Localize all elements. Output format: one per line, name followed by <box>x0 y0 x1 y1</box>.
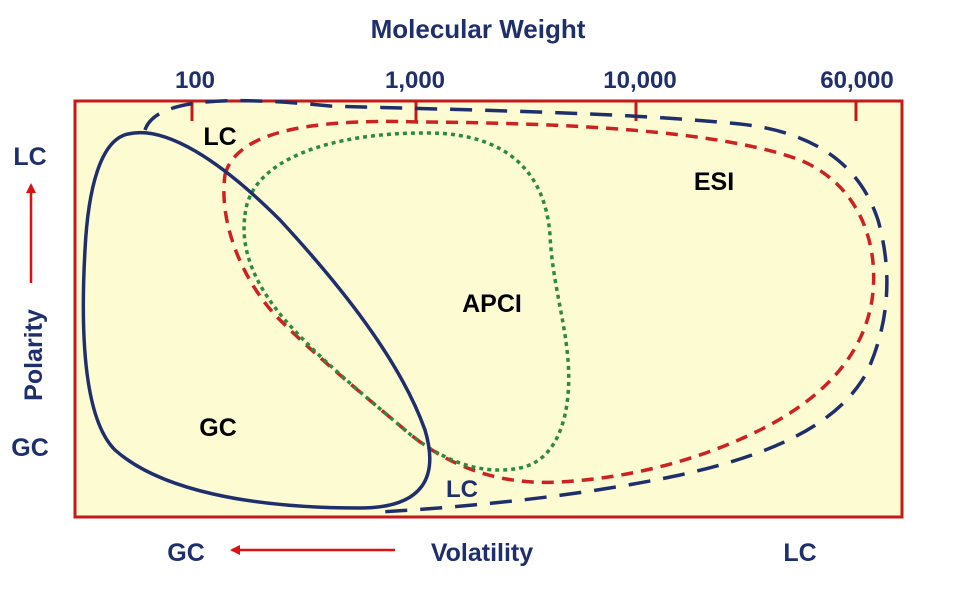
chart-title: Molecular Weight <box>371 14 586 44</box>
mw-tick-10000: 10,000 <box>603 67 676 94</box>
mw-tick-100: 100 <box>175 67 215 94</box>
gc-region-outline <box>81 130 432 510</box>
y-axis-label: Polarity <box>20 309 48 401</box>
plot-panel <box>73 99 904 519</box>
region-label-gc: GC <box>199 414 237 442</box>
x-axis-label: Volatility <box>431 539 533 567</box>
y-axis-bottom-label: GC <box>11 434 49 462</box>
region-label-lc-bottom: LC <box>446 476 478 503</box>
region-label-apci: APCI <box>462 290 522 318</box>
apci-region-outline <box>242 131 571 472</box>
region-label-lc-top: LC <box>203 123 236 151</box>
mw-tick-1000: 1,000 <box>385 67 445 94</box>
x-axis-right-label: LC <box>783 539 816 567</box>
mw-tick-60000: 60,000 <box>820 67 893 94</box>
y-axis-top-label: LC <box>13 143 46 171</box>
region-label-esi: ESI <box>694 168 734 196</box>
lc-region-outline <box>143 98 889 514</box>
x-axis-left-label: GC <box>167 539 205 567</box>
esi-region-outline <box>222 119 876 485</box>
